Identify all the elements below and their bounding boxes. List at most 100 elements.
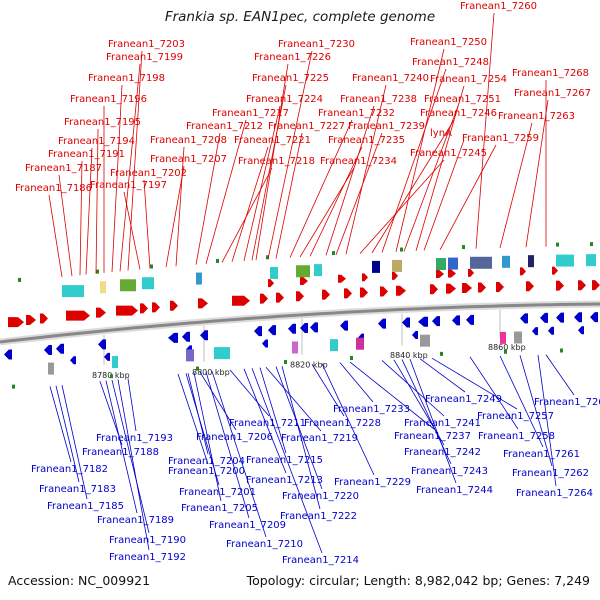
top-gene-label: Franean1_7197 bbox=[90, 180, 167, 191]
rna-tick bbox=[560, 348, 563, 353]
rna-tick bbox=[332, 251, 335, 256]
bottom-gene-label: Franean1_7211 bbox=[229, 418, 306, 429]
top-gene-label: lynA bbox=[430, 128, 452, 139]
feature-box bbox=[270, 266, 278, 279]
reverse-gene-arrow bbox=[268, 325, 276, 336]
feature-boxes bbox=[48, 254, 596, 375]
bottom-label-leader bbox=[321, 363, 375, 476]
forward-gene-arrow bbox=[468, 268, 474, 277]
top-gene-label: Franean1_7245 bbox=[410, 148, 487, 159]
rna-tick bbox=[590, 242, 593, 247]
bottom-gene-label: Franean1_7201 bbox=[179, 487, 256, 498]
top-gene-label: Franean1_7224 bbox=[246, 94, 323, 105]
forward-gene-arrow bbox=[260, 293, 268, 304]
bottom-label-leader bbox=[349, 361, 435, 430]
top-gene-label: Franean1_7239 bbox=[348, 121, 425, 132]
top-label-leader bbox=[499, 122, 533, 248]
top-label-leader bbox=[79, 160, 83, 276]
feature-box bbox=[196, 272, 202, 285]
top-gene-label: Franean1_7251 bbox=[424, 94, 501, 105]
top-gene-label: Franean1_7194 bbox=[58, 136, 135, 147]
bottom-gene-label: Franean1_7214 bbox=[282, 555, 359, 566]
bottom-label-leader bbox=[381, 360, 445, 417]
feature-box bbox=[356, 337, 364, 350]
rna-tick bbox=[400, 247, 403, 252]
bottom-label-leader bbox=[281, 366, 321, 510]
top-label-leader bbox=[345, 84, 387, 255]
rna-tick bbox=[12, 384, 15, 389]
rna-tick bbox=[266, 255, 269, 260]
bottom-gene-label: Franean1_7264 bbox=[516, 488, 593, 499]
bottom-gene-label: Franean1_7204 bbox=[168, 456, 245, 467]
feature-box bbox=[436, 258, 446, 271]
bottom-gene-label: Franean1_7258 bbox=[478, 431, 555, 442]
feature-box bbox=[292, 341, 298, 354]
forward-gene-arrow bbox=[392, 271, 398, 280]
bottom-label-leader bbox=[243, 368, 287, 474]
top-label-leader bbox=[475, 12, 495, 249]
feature-box bbox=[48, 362, 54, 375]
reverse-gene-arrow bbox=[44, 345, 52, 356]
bottom-gene-label: Franean1_7257 bbox=[477, 411, 554, 422]
forward-gene-arrow bbox=[66, 310, 90, 321]
top-gene-label: Franean1_7198 bbox=[88, 73, 165, 84]
reverse-gene-arrow bbox=[452, 315, 460, 326]
feature-box bbox=[420, 334, 430, 347]
reverse-gene-arrow bbox=[104, 352, 110, 361]
reverse-gene-arrow bbox=[98, 339, 106, 350]
bottom-gene-label: Franean1_7243 bbox=[411, 466, 488, 477]
reverse-gene-arrow bbox=[288, 323, 296, 334]
forward-strand-features bbox=[8, 266, 600, 328]
forward-gene-arrow bbox=[496, 281, 504, 292]
bottom-label-leader bbox=[469, 356, 519, 430]
top-label-leader bbox=[359, 159, 445, 254]
top-gene-label: Franean1_7238 bbox=[340, 94, 417, 105]
top-label-leader bbox=[143, 179, 151, 269]
top-label-leader bbox=[119, 63, 141, 272]
forward-gene-arrow bbox=[8, 317, 24, 328]
rna-tick bbox=[440, 351, 443, 356]
top-gene-label: Franean1_7250 bbox=[410, 37, 487, 48]
forward-gene-arrow bbox=[556, 280, 564, 291]
top-gene-label: Franean1_7254 bbox=[430, 74, 507, 85]
bottom-gene-label: Franean1_7265 bbox=[534, 397, 600, 408]
reverse-gene-arrow bbox=[590, 312, 598, 323]
bottom-gene-label: Franean1_7192 bbox=[109, 552, 186, 563]
top-label-leader bbox=[309, 146, 363, 257]
reverse-gene-arrow bbox=[70, 356, 76, 365]
bottom-label-leader bbox=[339, 362, 374, 403]
forward-gene-arrow bbox=[40, 313, 48, 324]
rna-tick bbox=[216, 258, 219, 263]
map-title: Frankia sp. EAN1pec, complete genome bbox=[164, 9, 436, 25]
top-gene-label: Franean1_7259 bbox=[462, 133, 539, 144]
bottom-label-leader bbox=[199, 372, 237, 431]
top-label-leader bbox=[275, 132, 303, 259]
top-gene-label: Franean1_7234 bbox=[320, 156, 397, 167]
bottom-gene-label: Franean1_7193 bbox=[96, 433, 173, 444]
top-gene-label: Franean1_7196 bbox=[70, 94, 147, 105]
bottom-label-leader bbox=[519, 355, 553, 467]
forward-gene-arrow bbox=[198, 298, 208, 309]
top-gene-labels: Franean1_7186 Franean1_7187 Franean1_7191 F… bbox=[15, 1, 591, 278]
bottom-gene-label: Franean1_7261 bbox=[503, 449, 580, 460]
bottom-gene-label: Franean1_7215 bbox=[246, 455, 323, 466]
forward-gene-arrow bbox=[140, 303, 148, 314]
rna-tick bbox=[504, 349, 507, 354]
bottom-label-leader bbox=[265, 366, 322, 432]
top-gene-label: Franean1_7199 bbox=[106, 52, 183, 63]
bottom-label-leader bbox=[431, 357, 518, 410]
forward-gene-arrow bbox=[448, 269, 456, 278]
bottom-gene-label: Franean1_7233 bbox=[333, 404, 410, 415]
top-gene-label: Franean1_7202 bbox=[110, 168, 187, 179]
bottom-gene-label: Franean1_7182 bbox=[31, 464, 108, 475]
reverse-gene-arrow bbox=[520, 313, 528, 324]
bottom-gene-label: Franean1_7241 bbox=[404, 418, 481, 429]
top-label-leader bbox=[127, 50, 143, 271]
top-gene-label: Franean1_7227 bbox=[268, 121, 345, 132]
top-gene-label: Franean1_7217 bbox=[212, 108, 289, 119]
bottom-gene-label: Franean1_7189 bbox=[97, 515, 174, 526]
bottom-gene-label: Franean1_7222 bbox=[280, 511, 357, 522]
forward-gene-arrow bbox=[362, 273, 368, 282]
top-label-leader bbox=[175, 146, 185, 267]
